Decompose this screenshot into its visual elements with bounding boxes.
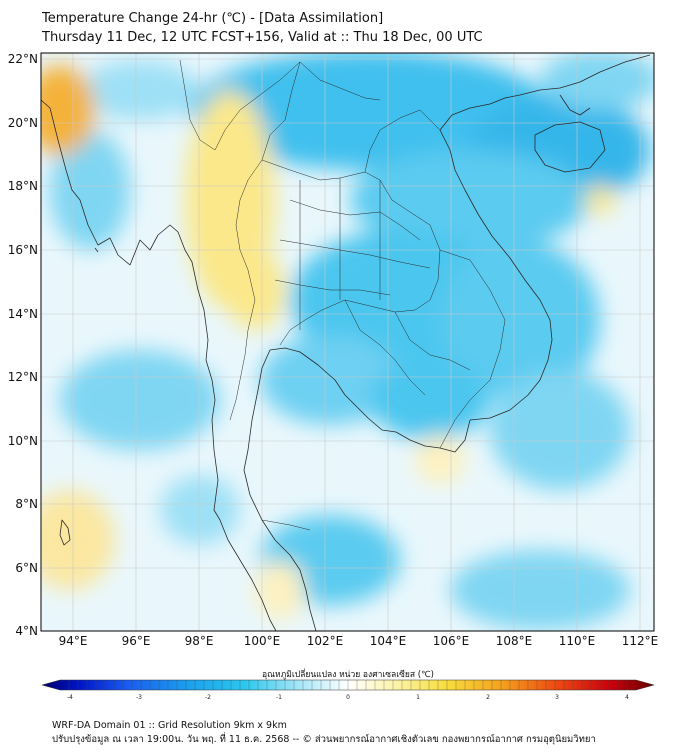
- footer-update-info: ปรับปรุงข้อมูล ณ เวลา 19:00น. วัน พฤ. ที…: [52, 734, 596, 745]
- lat-label: 16°N: [8, 243, 38, 257]
- lat-axis: 22°N 20°N 18°N 16°N 14°N 12°N 10°N 8°N 6…: [8, 52, 38, 638]
- lon-label: 104°E: [370, 634, 407, 648]
- colorbar-tick: -4: [67, 694, 73, 700]
- colorbar-tick: 0: [346, 694, 350, 700]
- colorbar: [41, 679, 655, 691]
- chart-subtitle: Thursday 11 Dec, 12 UTC FCST+156, Valid …: [42, 30, 483, 45]
- lon-label: 112°E: [622, 634, 659, 648]
- lat-label: 20°N: [8, 116, 38, 130]
- lat-label: 4°N: [15, 624, 38, 638]
- grid-lines: [41, 53, 654, 631]
- lat-label: 6°N: [15, 561, 38, 575]
- lat-label: 10°N: [8, 434, 38, 448]
- colorbar-tick: 1: [416, 694, 420, 700]
- temperature-field: [41, 53, 654, 631]
- lon-label: 96°E: [122, 634, 151, 648]
- lon-label: 100°E: [244, 634, 281, 648]
- colorbar-tick: 4: [625, 694, 629, 700]
- footer-model-info: WRF-DA Domain 01 :: Grid Resolution 9km …: [52, 720, 287, 731]
- lon-label: 102°E: [307, 634, 344, 648]
- lon-axis: 94°E 96°E 98°E 100°E 102°E 104°E 106°E 1…: [59, 634, 659, 648]
- map-border: [40, 52, 655, 632]
- lat-label: 8°N: [15, 497, 38, 511]
- lon-label: 110°E: [559, 634, 596, 648]
- lat-label: 14°N: [8, 307, 38, 321]
- lon-label: 98°E: [185, 634, 214, 648]
- lat-label: 18°N: [8, 179, 38, 193]
- colorbar-label: อุณหภูมิเปลี่ยนแปลง หน่วย องศาเซลเซียส (…: [262, 668, 434, 680]
- colorbar-tick: -1: [276, 694, 282, 700]
- colorbar-tick: 2: [486, 694, 490, 700]
- colorbar-tick: -3: [136, 694, 142, 700]
- colorbar-tick: -2: [205, 694, 211, 700]
- lon-label: 94°E: [59, 634, 88, 648]
- chart-title: Temperature Change 24-hr (℃) - [Data Ass…: [42, 11, 384, 26]
- lat-label: 22°N: [8, 52, 38, 66]
- borders: [179, 59, 506, 531]
- colorbar-tick: 3: [555, 694, 559, 700]
- lon-label: 106°E: [433, 634, 470, 648]
- map-figure: 22°N 20°N 18°N 16°N 14°N 12°N 10°N 8°N 6…: [8, 52, 659, 700]
- lat-label: 12°N: [8, 370, 38, 384]
- lon-label: 108°E: [496, 634, 533, 648]
- colorbar-ticks: -4 -3 -2 -1 0 1 2 3 4: [67, 694, 629, 700]
